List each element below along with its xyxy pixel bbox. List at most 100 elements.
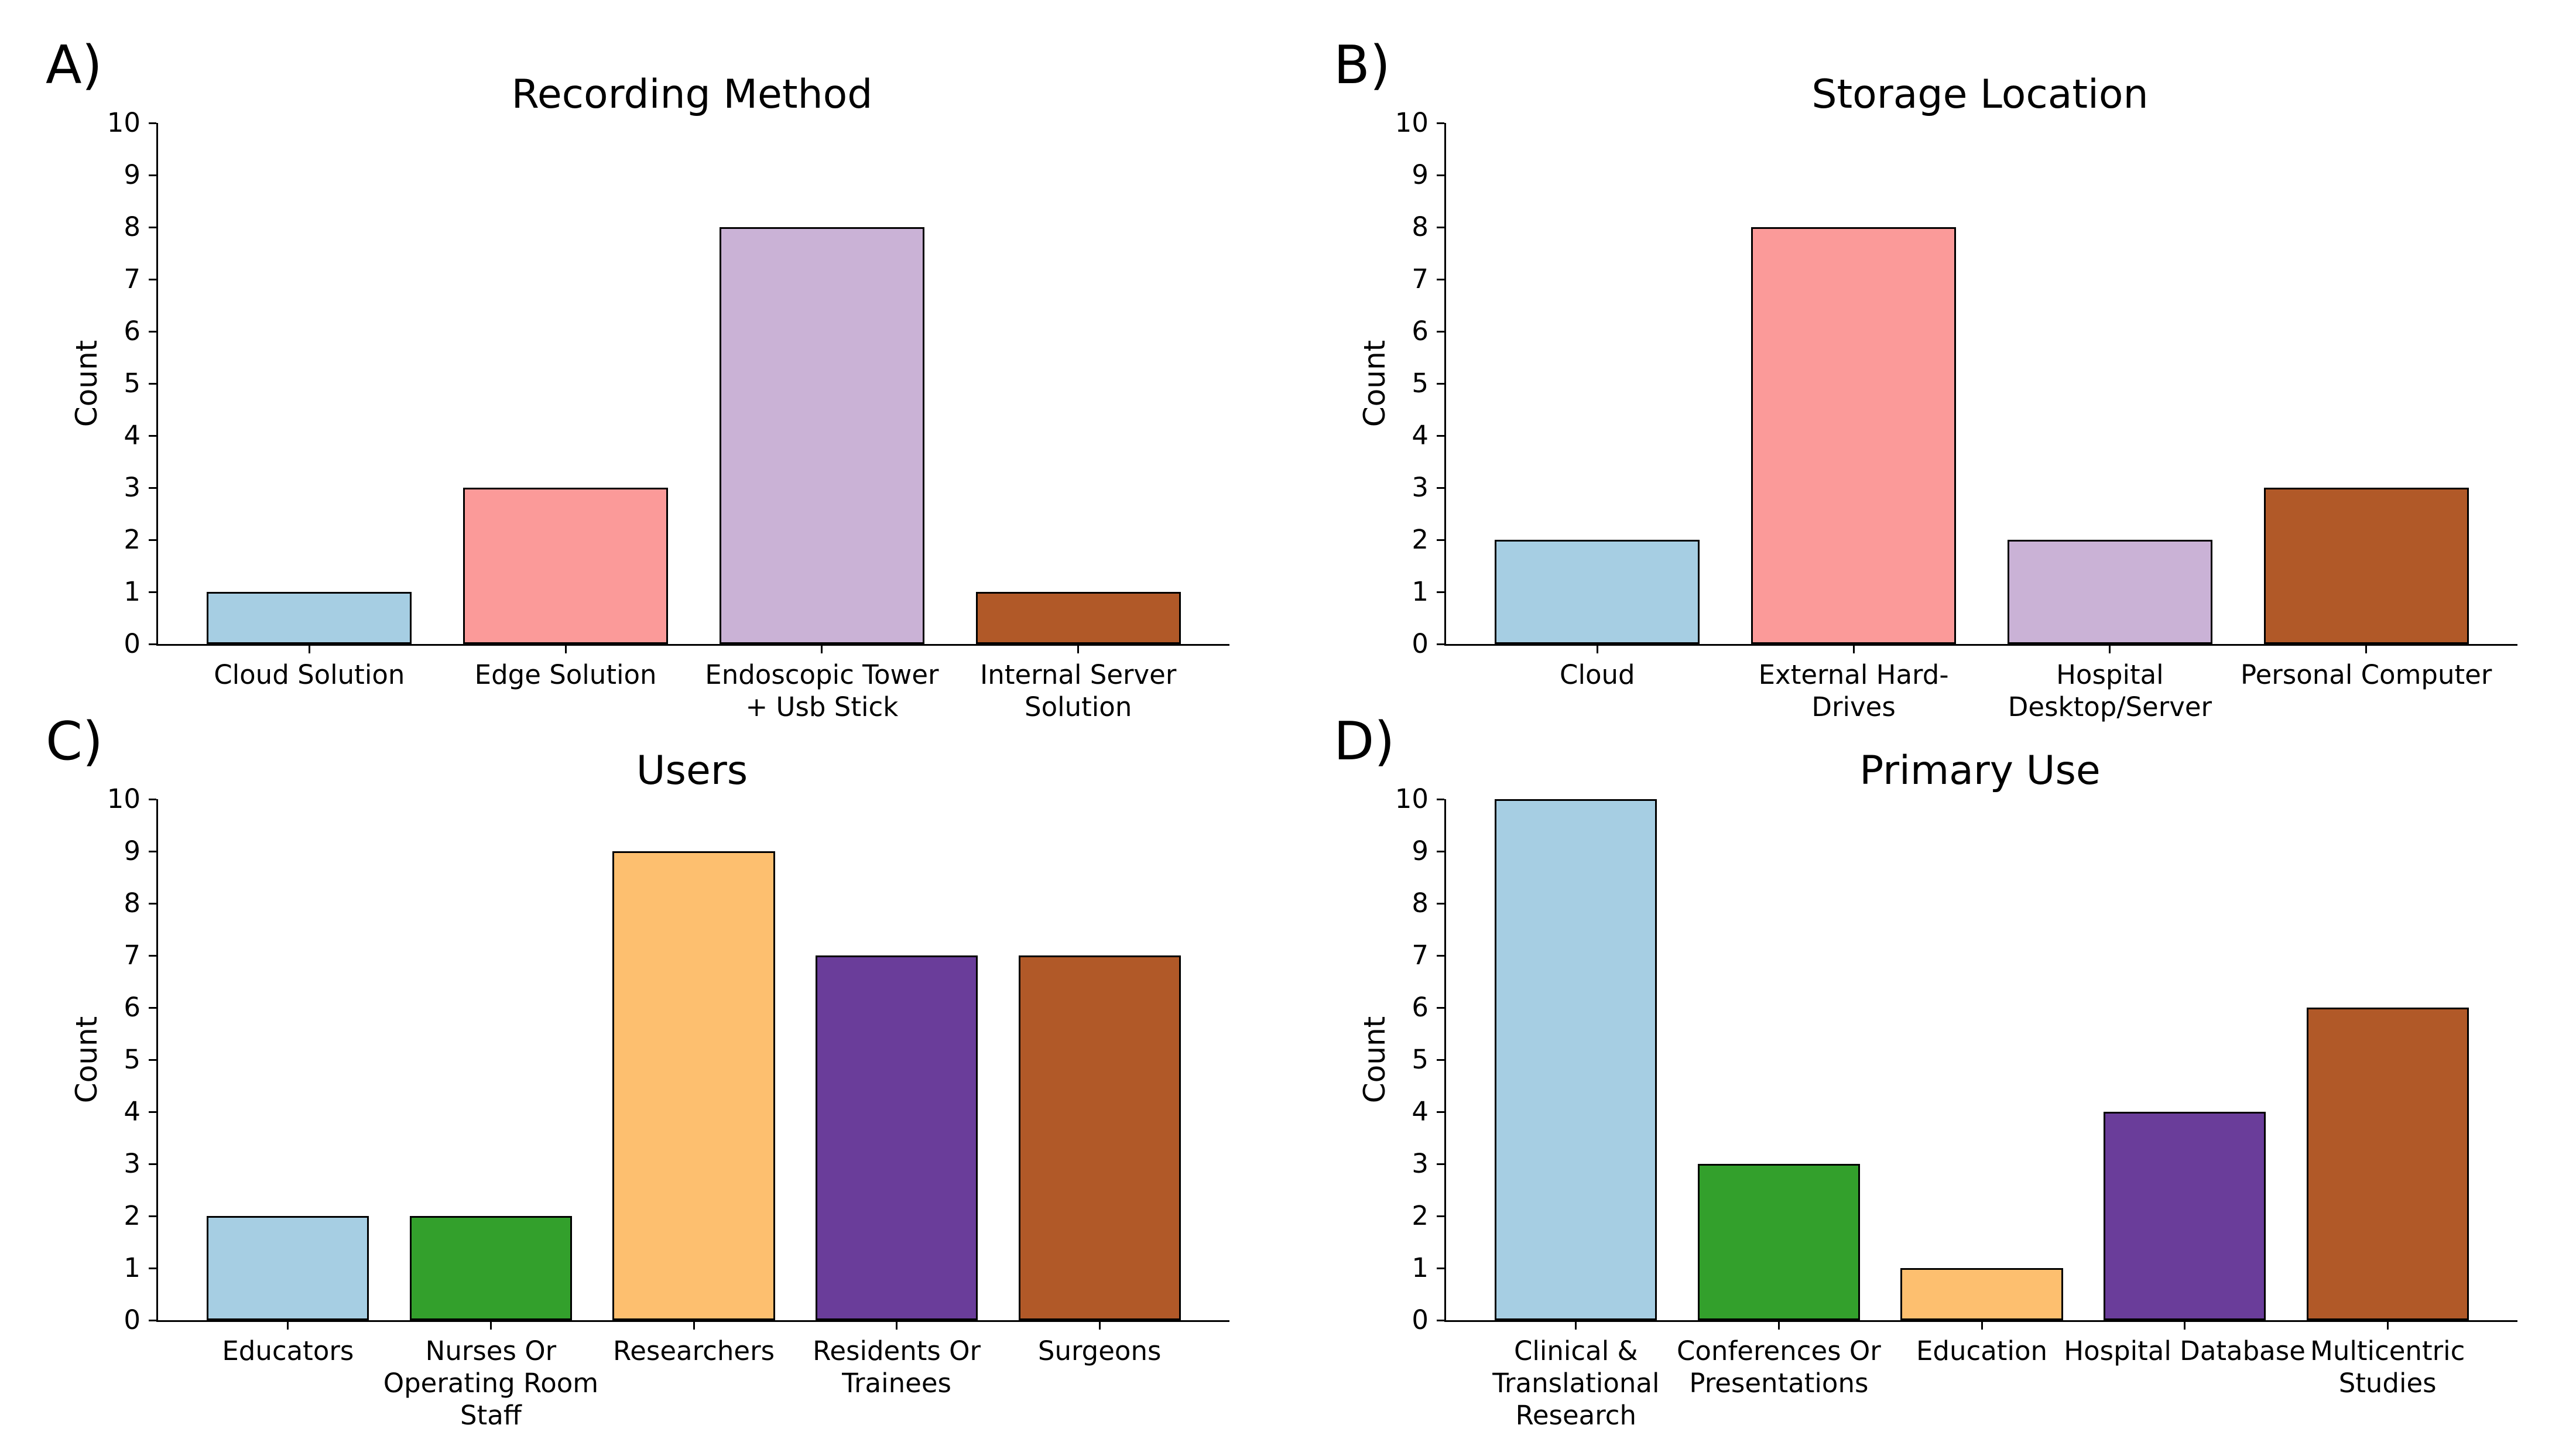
y-tick-label: 6 <box>1412 992 1429 1023</box>
y-tick-label: 10 <box>1395 107 1429 138</box>
x-tick-label-line: Personal Computer <box>2241 659 2492 690</box>
x-tick-mark <box>1777 1322 1780 1330</box>
y-tick-label: 3 <box>124 1148 141 1179</box>
y-tick-mark <box>1437 954 1444 957</box>
y-tick-label: 2 <box>124 1200 141 1231</box>
y-tick-label: 0 <box>124 628 141 659</box>
x-tick-mark <box>1852 646 1855 653</box>
x-tick-label-line: Drives <box>1811 691 1896 722</box>
y-tick-mark <box>149 539 156 541</box>
panel-letter: A) <box>46 35 102 96</box>
bar <box>612 851 775 1320</box>
y-tick-label: 9 <box>1412 835 1429 866</box>
bar <box>975 592 1181 644</box>
plot-area: Count 0 1 2 3 4 5 6 7 8 9 10 Cloud Solution Edge Sol… <box>70 107 1229 722</box>
y-tick-label: 7 <box>1412 263 1429 294</box>
y-tick-mark <box>149 1163 156 1165</box>
x-tick-label-line: Researchers <box>612 1335 775 1366</box>
y-tick-label: 8 <box>1412 211 1429 242</box>
y-tick-mark <box>1437 487 1444 489</box>
chart-title: Users <box>636 748 748 794</box>
x-tick-label: Internal Server Solution <box>891 659 1266 723</box>
y-tick-label: 4 <box>124 420 141 451</box>
x-tick-label-line: Hospital Database <box>2064 1335 2306 1366</box>
y-tick-label: 2 <box>124 524 141 555</box>
x-tick-label: Nurses Or Operating Room Staff <box>303 1335 678 1431</box>
y-tick-label: 9 <box>124 159 141 190</box>
y-tick-mark <box>149 382 156 385</box>
y-tick-mark <box>149 954 156 957</box>
y-tick-mark <box>149 174 156 176</box>
chart-title: Recording Method <box>511 71 873 118</box>
panel-letter: C) <box>46 711 103 772</box>
x-tick-label-line: Presentations <box>1689 1368 1869 1399</box>
panel-b: B) Storage Location Count 0 1 2 3 4 5 6 7 8 9 10 Cl… <box>1288 0 2576 724</box>
y-tick-label: 7 <box>124 263 141 294</box>
y-tick-mark <box>149 1111 156 1113</box>
y-tick-label: 4 <box>1412 1096 1429 1127</box>
y-tick-label: 5 <box>1412 368 1429 399</box>
y-tick-label: 8 <box>124 888 141 919</box>
chart-title: Primary Use <box>1859 748 2101 794</box>
x-tick-label-line: + Usb Stick <box>745 691 899 722</box>
y-tick-mark <box>1437 539 1444 541</box>
bar <box>2007 540 2212 644</box>
bar <box>1900 1268 2063 1320</box>
x-tick-mark <box>2386 1322 2389 1330</box>
x-tick-label-line: Internal Server <box>980 659 1177 690</box>
panel-d: D) Primary Use Count 0 1 2 3 4 5 6 7 8 9 10 Clinica… <box>1288 676 2576 1431</box>
x-tick-label: Hospital Desktop/Server <box>1923 659 2297 723</box>
panel-c: C) Users Count 0 1 2 3 4 5 6 7 8 9 10 Educators Nurs… <box>0 676 1288 1431</box>
bar <box>815 955 978 1320</box>
y-tick-mark <box>149 850 156 852</box>
bar <box>463 488 669 644</box>
y-tick-label: 0 <box>1412 1304 1429 1335</box>
y-tick-mark <box>1437 174 1444 176</box>
x-tick-label: Personal Computer <box>2179 659 2554 691</box>
panel-letter: B) <box>1334 35 1390 96</box>
x-tick-label-line: Solution <box>1025 691 1132 722</box>
x-tick-label-line: Surgeons <box>1037 1335 1162 1366</box>
y-tick-mark <box>149 798 156 800</box>
x-tick-label-line: Operating Room <box>383 1368 599 1399</box>
x-tick-label: Cloud Solution <box>122 659 496 691</box>
y-tick-mark <box>1437 122 1444 124</box>
x-tick-mark <box>489 1322 492 1330</box>
y-tick-mark <box>1437 902 1444 905</box>
x-tick-label-line: Clinical & <box>1513 1335 1638 1366</box>
x-tick-label-line: Nurses Or <box>425 1335 557 1366</box>
y-tick-mark <box>1437 1163 1444 1165</box>
x-tick-label-line: Cloud <box>1560 659 1635 690</box>
x-tick-mark <box>1077 646 1080 653</box>
bar <box>1495 799 1657 1320</box>
panel-a: A) Recording Method Count 0 1 2 3 4 5 6 7 8 9 10 Cl… <box>0 0 1288 724</box>
x-tick-label-line: Educators <box>222 1335 354 1366</box>
y-tick-mark <box>1437 1215 1444 1217</box>
y-tick-mark <box>1437 850 1444 852</box>
y-tick-label: 10 <box>107 107 141 138</box>
x-tick-label: Endoscopic Tower + Usb Stick <box>635 659 1009 723</box>
x-tick-label-line: Hospital <box>2056 659 2164 690</box>
y-tick-label: 8 <box>124 211 141 242</box>
plot-area: Count 0 1 2 3 4 5 6 7 8 9 10 Clinical & Translationa… <box>1358 783 2517 1431</box>
x-tick-label-line: Cloud Solution <box>214 659 405 690</box>
x-tick-label-line: External Hard- <box>1758 659 1949 690</box>
y-tick-label: 8 <box>1412 888 1429 919</box>
y-tick-mark <box>149 1215 156 1217</box>
x-tick-mark <box>896 1322 898 1330</box>
x-tick-label: Educators <box>101 1335 475 1367</box>
x-tick-label-line: Staff <box>460 1400 522 1431</box>
y-tick-label: 10 <box>1395 783 1429 814</box>
y-tick-label: 1 <box>1412 576 1429 607</box>
x-tick-label-line: Conferences Or <box>1676 1335 1881 1366</box>
y-tick-label: 5 <box>1412 1044 1429 1075</box>
x-tick-label-line: Edge Solution <box>474 659 657 690</box>
y-tick-label: 10 <box>107 783 141 814</box>
y-tick-mark <box>149 1319 156 1321</box>
x-tick-label-line: Desktop/Server <box>2008 691 2212 722</box>
bar <box>1697 1164 1861 1320</box>
x-tick-label: External Hard- Drives <box>1666 659 2041 723</box>
x-tick-mark <box>564 646 567 653</box>
y-tick-mark <box>1437 1267 1444 1269</box>
